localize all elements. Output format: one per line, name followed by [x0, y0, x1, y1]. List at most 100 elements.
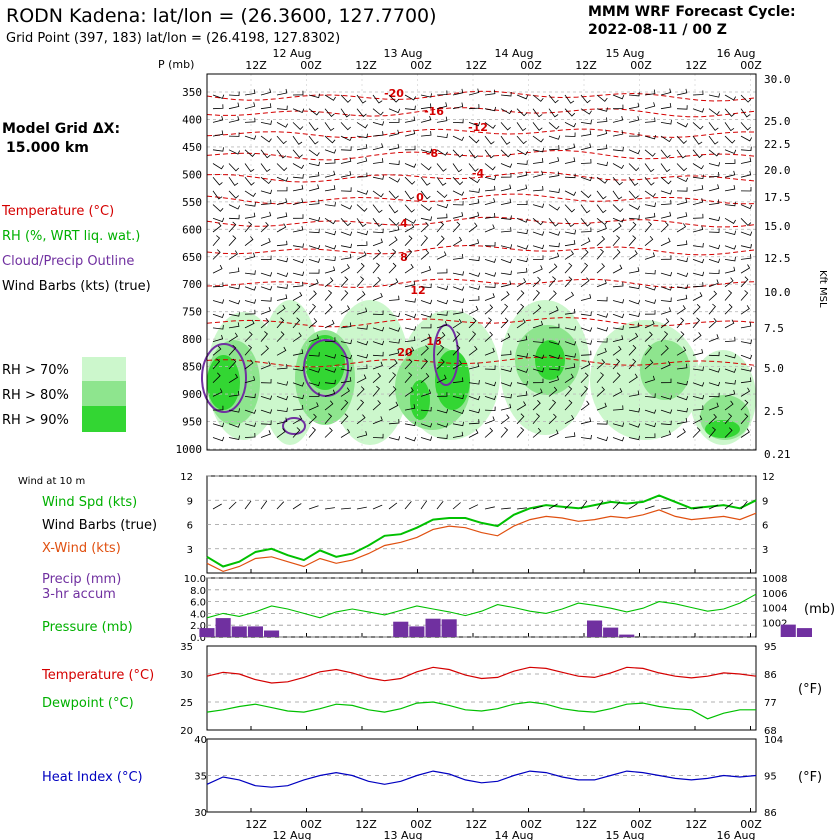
wind-barb — [692, 135, 703, 145]
wind-barb — [708, 122, 719, 131]
wind-barb — [612, 104, 624, 110]
wind-barb — [740, 354, 753, 360]
wind-barb — [404, 372, 413, 383]
wind-barb — [340, 413, 349, 425]
wind-barb — [452, 163, 463, 173]
wind-barb — [244, 89, 256, 96]
wind-barb — [420, 313, 433, 318]
wind-barb — [500, 303, 509, 315]
wind-barb — [404, 436, 417, 442]
wind-barb — [404, 387, 414, 397]
top-date-label: 15 Aug — [606, 47, 645, 60]
wind-barb — [292, 225, 304, 233]
wind-barb — [372, 249, 382, 260]
wind-barb — [692, 108, 705, 113]
wind-barb — [500, 403, 512, 411]
wind-barb — [596, 263, 605, 274]
wind-barb — [468, 188, 480, 193]
wind-barb — [644, 149, 656, 157]
wind-barb — [740, 231, 753, 236]
legend-wind-barbs: Wind Barbs (kts) (true) — [2, 279, 151, 294]
wind-barb — [324, 245, 337, 250]
wind-barb — [660, 430, 672, 438]
wind-barb — [708, 413, 717, 425]
wind-barb — [484, 212, 496, 219]
wind-barb — [421, 323, 432, 329]
wind-barb — [517, 200, 528, 205]
wind-barb — [260, 306, 271, 315]
wind-barb — [516, 303, 525, 315]
wind-barb — [388, 143, 400, 151]
wind-barb — [628, 344, 637, 356]
wind-barb — [692, 382, 705, 387]
bottom-hour-label: 12Z — [685, 818, 707, 831]
wind-barb — [564, 143, 576, 151]
wind-barb — [308, 184, 320, 192]
wind-barb — [676, 363, 688, 370]
wind-barb — [692, 258, 705, 264]
wind-barb — [548, 188, 560, 193]
wind-barb — [596, 420, 608, 425]
wind-barb — [724, 170, 736, 178]
wind-barb — [340, 253, 352, 260]
wind-barb — [292, 415, 303, 425]
precip-bar — [215, 618, 231, 637]
wind-barb — [404, 404, 416, 411]
cloud-outline — [201, 343, 247, 413]
wind-barb — [452, 409, 465, 415]
wind-barb — [372, 131, 384, 137]
wind-barb — [708, 228, 720, 233]
rh-shading — [207, 300, 756, 445]
wind-barb — [404, 190, 415, 200]
wind-barb — [484, 283, 496, 288]
wind-barb — [244, 221, 253, 233]
wind-barb — [468, 395, 481, 401]
surface-wind-barb — [436, 500, 444, 510]
wind-barb — [724, 400, 734, 411]
wind-barb — [244, 344, 253, 356]
wind-barb — [532, 135, 544, 143]
wind-barb — [404, 94, 417, 101]
wind-barb — [676, 428, 686, 438]
wind-barb — [484, 365, 496, 370]
wind-tick-right: 3 — [762, 545, 768, 556]
wind-barb — [724, 266, 736, 274]
wind-barb — [660, 199, 672, 205]
wind-barb — [660, 331, 669, 342]
wind-barb — [436, 358, 445, 370]
wind-barb — [740, 146, 752, 152]
precip-bar — [247, 626, 263, 637]
wind-barb — [292, 349, 304, 356]
precip-bar — [199, 628, 215, 637]
wind-barb — [724, 303, 733, 315]
wind-barb — [532, 320, 544, 329]
wind-barb — [532, 170, 544, 178]
wind-barb — [244, 202, 256, 207]
chart-title: RODN Kadena: lat/lon = (26.3600, 127.770… — [6, 5, 437, 27]
wind-barb — [308, 303, 316, 315]
wind-barb — [276, 317, 285, 329]
pressure-tick: 1006 — [762, 589, 787, 600]
wind-barb — [660, 211, 672, 219]
wind-barb — [356, 325, 368, 330]
wind-barb — [708, 184, 720, 192]
wind-barb — [708, 368, 721, 373]
wind-barb — [516, 335, 528, 342]
precip-bar — [441, 619, 457, 637]
wind-barb — [628, 102, 640, 110]
wind-barb — [612, 116, 624, 123]
surface-wind-barb — [324, 507, 335, 510]
precip-bar — [393, 621, 409, 637]
precip-accum-legend: 3-hr accum — [42, 587, 116, 602]
wind-barb — [388, 312, 401, 318]
wind-barb — [260, 88, 272, 96]
wind-barb — [340, 387, 350, 397]
precip-bar — [603, 627, 619, 637]
wind-barb — [404, 336, 416, 342]
wind-barb — [660, 237, 671, 247]
wind-barb — [740, 413, 749, 425]
wind-barb — [644, 163, 655, 173]
wind-barb — [740, 264, 751, 274]
wind-barb — [356, 399, 365, 411]
wind-barb — [452, 149, 464, 158]
